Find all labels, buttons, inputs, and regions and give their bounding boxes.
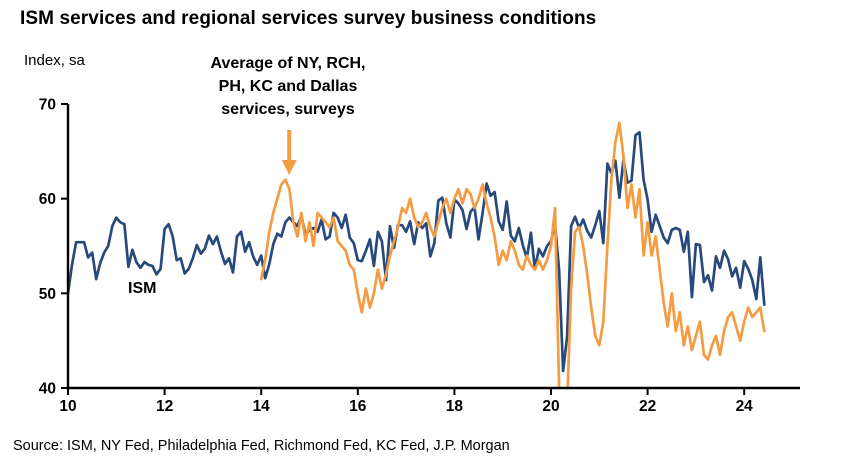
x-tick-label: 24	[736, 398, 754, 415]
annotation-line-3: services, surveys	[221, 101, 355, 118]
y-tick-label: 40	[39, 381, 56, 398]
x-tick-label: 22	[639, 398, 656, 415]
source-note: Source: ISM, NY Fed, Philadelphia Fed, R…	[13, 438, 510, 454]
regional-series-annotation: Average of NY, RCH, PH, KC and Dallas se…	[162, 52, 414, 121]
y-tick-label: 60	[39, 191, 56, 208]
page-title: ISM services and regional services surve…	[20, 8, 597, 29]
ism-series-label: ISM	[128, 280, 157, 297]
x-tick-label: 12	[156, 398, 173, 415]
annotation-line-1: Average of NY, RCH,	[210, 55, 366, 72]
annotation-down-arrow-icon	[281, 160, 297, 175]
x-tick-label: 14	[253, 398, 271, 415]
annotation-line-2: PH, KC and Dallas	[218, 78, 358, 95]
x-tick-label: 16	[349, 398, 367, 415]
x-tick-label: 10	[59, 398, 76, 415]
regional-series-line	[259, 121, 766, 388]
ism-series-line	[68, 131, 766, 373]
x-tick-label: 20	[542, 398, 559, 415]
y-tick-label: 70	[39, 97, 56, 114]
y-axis-unit-label: Index, sa	[24, 52, 85, 69]
x-tick-label: 18	[446, 398, 464, 415]
y-tick-label: 50	[39, 286, 56, 303]
